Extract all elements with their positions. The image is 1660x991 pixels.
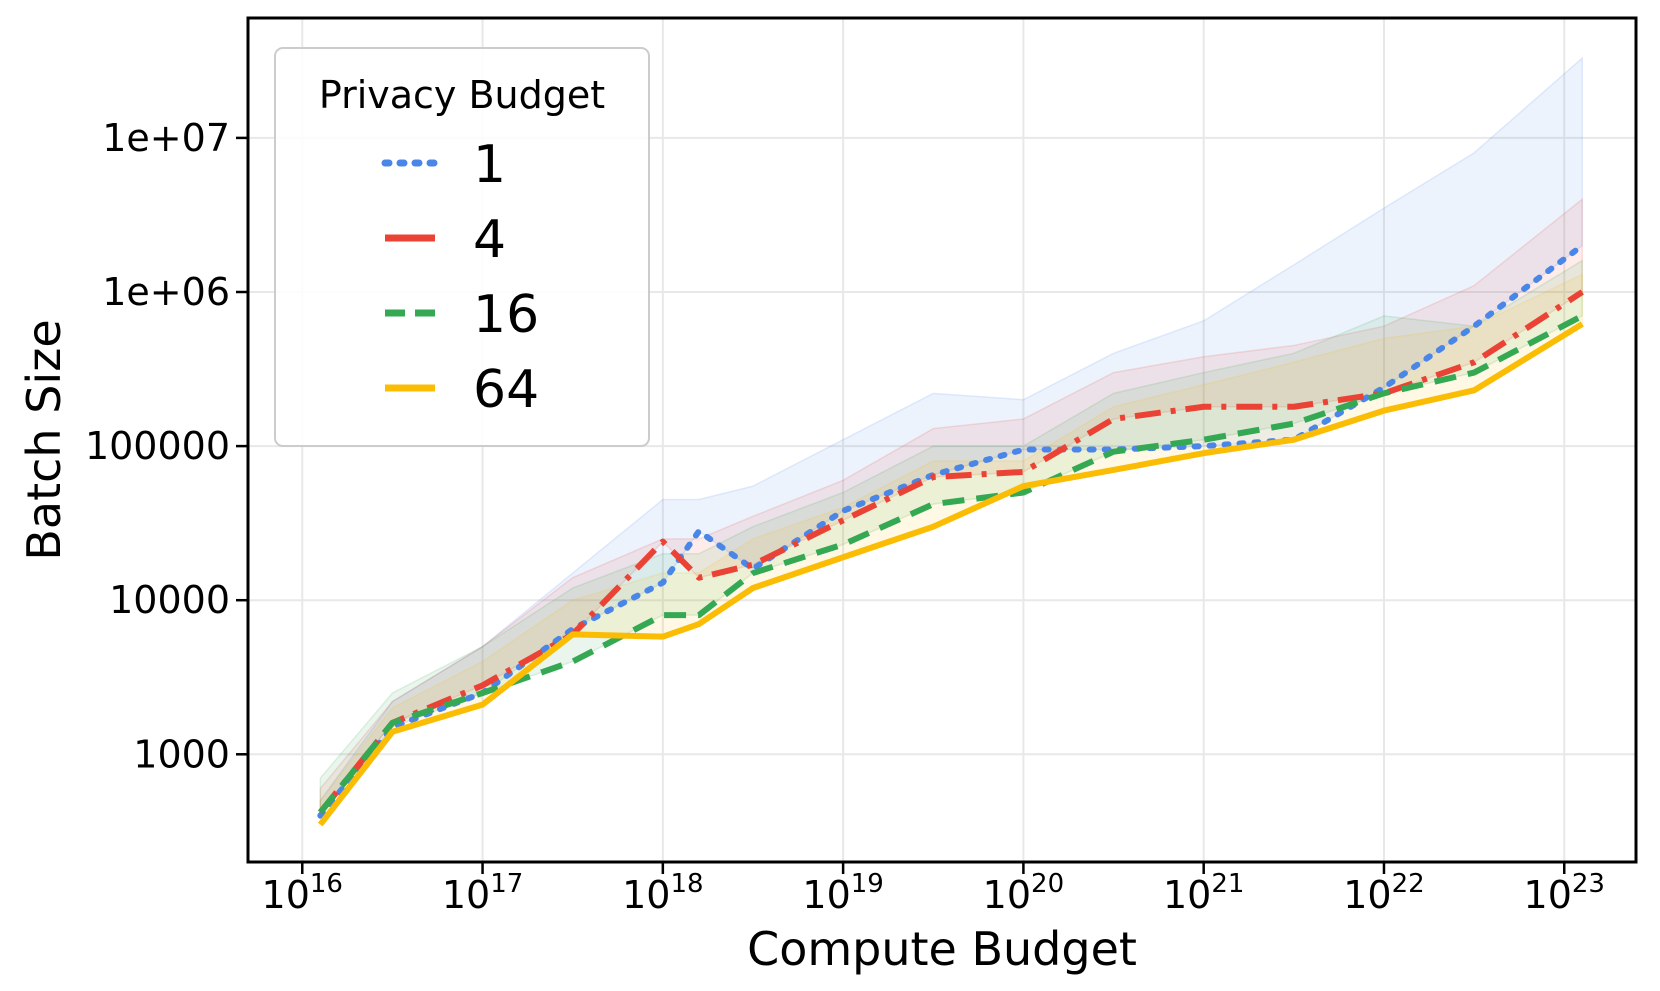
y-tick-label: 1e+07 bbox=[102, 116, 230, 160]
legend-title: Privacy Budget bbox=[319, 73, 605, 117]
x-axis-title: Compute Budget bbox=[747, 922, 1137, 976]
line-series-64 bbox=[317, 321, 1584, 827]
legend: Privacy Budget 1 4 16 64 bbox=[274, 47, 650, 447]
x-tick-label: 1018 bbox=[622, 869, 703, 917]
x-tick-label: 1017 bbox=[442, 869, 523, 917]
x-tick-label: 1021 bbox=[1163, 869, 1244, 917]
series-lines bbox=[317, 242, 1586, 827]
x-axis-ticks: 1016 1017 1018 1019 1020 1021 1022 1023 bbox=[262, 862, 1605, 917]
x-tick-label: 1016 bbox=[262, 869, 343, 917]
x-tick-label: 1022 bbox=[1343, 869, 1424, 917]
x-tick-label: 1020 bbox=[983, 869, 1064, 917]
plot-frame bbox=[246, 16, 1638, 864]
legend-label-1: 1 bbox=[473, 135, 506, 195]
x-tick-label: 1019 bbox=[802, 869, 883, 917]
line-series-1 bbox=[317, 242, 1586, 819]
line-series-16 bbox=[317, 313, 1584, 815]
y-axis-title: Batch Size bbox=[17, 319, 71, 560]
y-tick-label: 1e+06 bbox=[102, 270, 230, 314]
legend-items: 1 4 16 64 bbox=[381, 135, 539, 420]
y-tick-label: 1000 bbox=[133, 732, 230, 776]
y-axis-ticks: 1000 10000 100000 1e+06 1e+07 bbox=[85, 116, 248, 776]
band-series-1 bbox=[319, 56, 1584, 818]
y-tick-label: 10000 bbox=[109, 578, 230, 622]
x-tick-label: 1023 bbox=[1524, 869, 1605, 917]
legend-box bbox=[274, 47, 650, 447]
y-tick-label: 100000 bbox=[85, 424, 230, 468]
legend-label-4: 4 bbox=[473, 210, 506, 270]
legend-label-64: 64 bbox=[473, 360, 539, 420]
legend-label-16: 16 bbox=[473, 285, 539, 345]
line-series-4 bbox=[317, 289, 1584, 815]
